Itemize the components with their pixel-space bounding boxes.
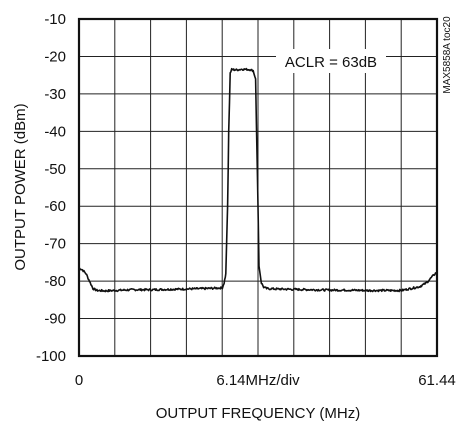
y-tick-labels: -10 -20 -30 -40 -50 -60 -70 -80 -90 -100 [36, 11, 66, 365]
y-tick-label: -50 [44, 161, 66, 178]
x-axis-title: OUTPUT FREQUENCY (MHz) [156, 405, 360, 422]
x-tick-label-start: 0 [75, 372, 83, 389]
y-axis-title: OUTPUT POWER (dBm) [12, 103, 29, 270]
y-tick-label: -80 [44, 273, 66, 290]
y-tick-label: -70 [44, 236, 66, 253]
annotation-background [276, 49, 386, 73]
y-tick-label: -100 [36, 348, 66, 365]
plot-frame [77, 17, 439, 358]
x-tick-labels: 0 6.14MHz/div 61.44 [75, 372, 456, 389]
figure-reference-note: MAX5858A toc20 [442, 16, 453, 94]
x-tick-label-end: 61.44 [418, 372, 456, 389]
y-tick-label: -20 [44, 48, 66, 65]
y-tick-label: -90 [44, 311, 66, 328]
y-tick-label: -40 [44, 123, 66, 140]
spectrum-trace [78, 67, 438, 293]
y-tick-label: -30 [44, 86, 66, 103]
y-tick-label: -60 [44, 198, 66, 215]
x-tick-label-division: 6.14MHz/div [216, 372, 300, 389]
aclr-annotation: ACLR = 63dB [285, 54, 377, 71]
annotation: ACLR = 63dB [276, 49, 386, 73]
y-tick-label: -10 [44, 11, 66, 28]
